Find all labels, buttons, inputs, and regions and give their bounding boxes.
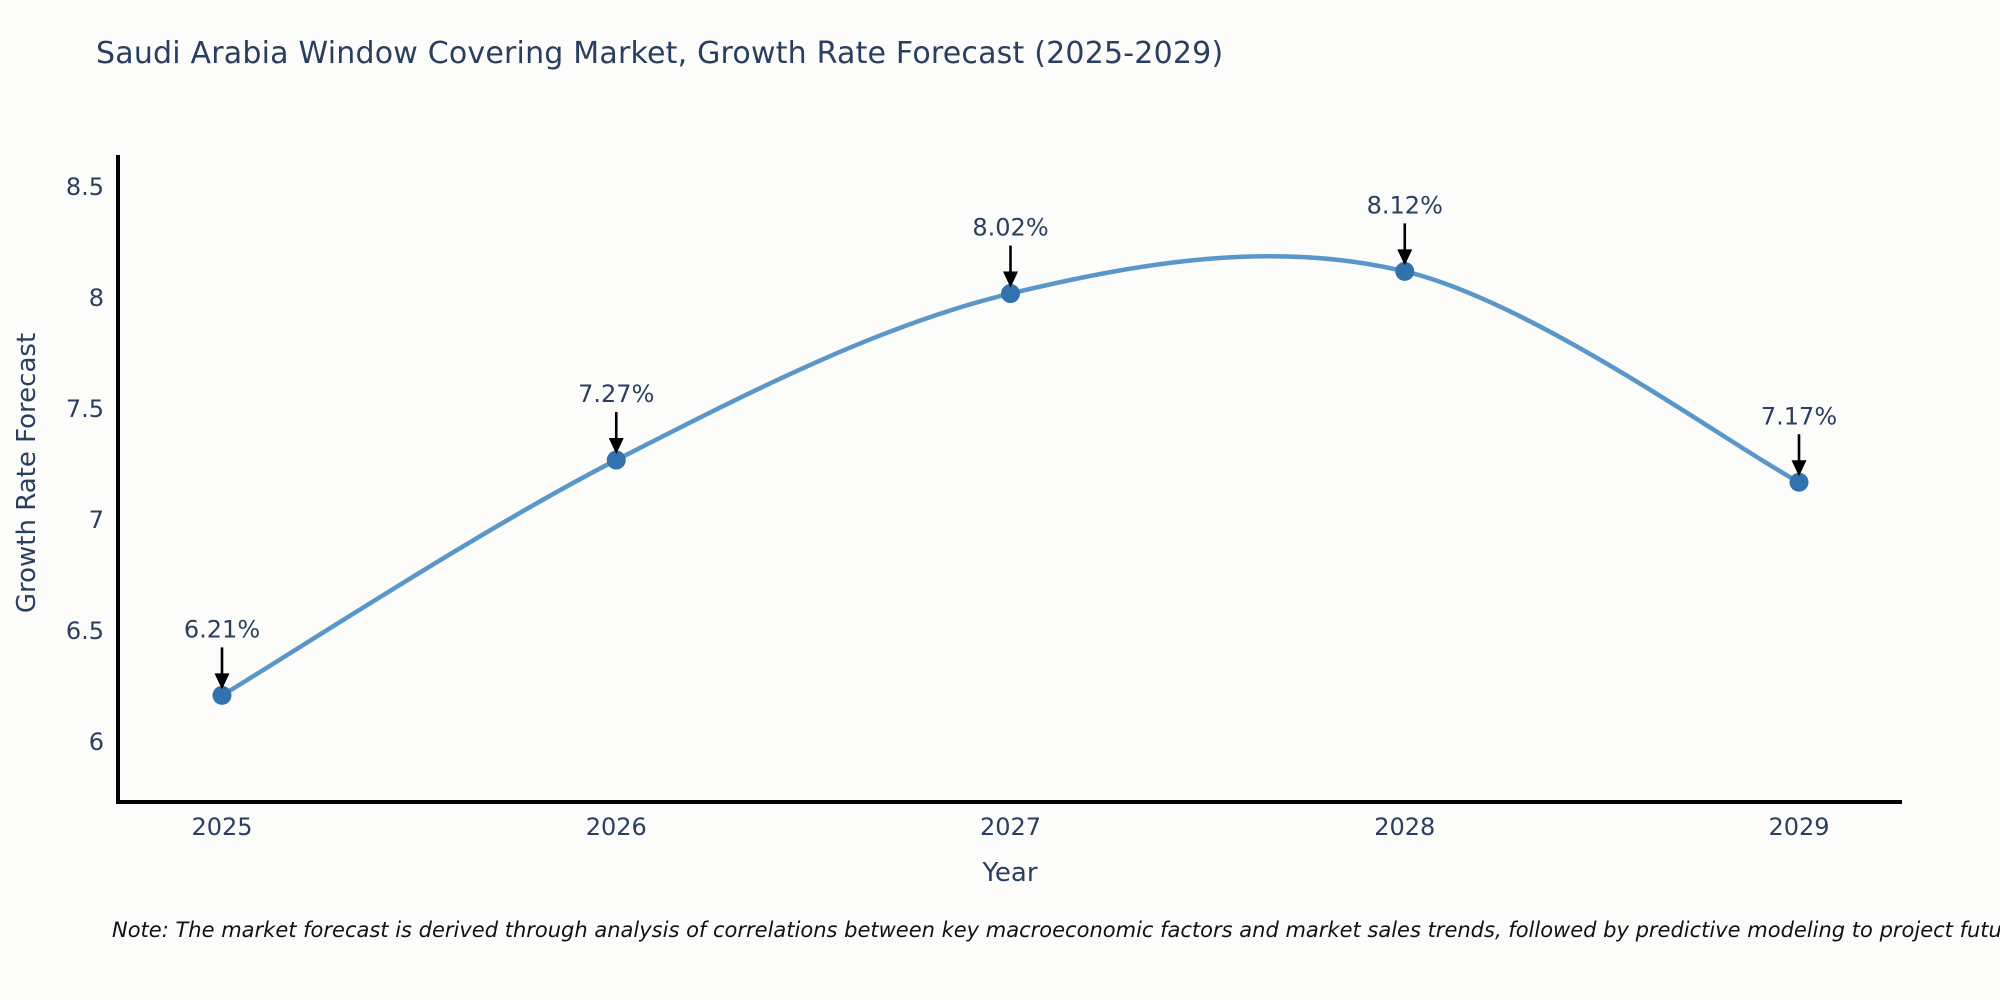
y-tick-label-6.5: 6.5 [66, 617, 104, 645]
annotation-arrowhead-2027 [1003, 271, 1018, 288]
data-point-2028 [1395, 261, 1415, 281]
data-label-2028: 8.12% [1367, 191, 1443, 219]
data-label-2025: 6.21% [184, 615, 260, 643]
data-label-2027: 8.02% [972, 214, 1048, 242]
y-tick-label-7: 7 [89, 506, 104, 534]
x-axis-title: Year [982, 858, 1038, 888]
x-tick-label-2026: 2026 [586, 813, 647, 841]
data-label-2026: 7.27% [578, 380, 654, 408]
annotation-arrowhead-2026 [608, 438, 624, 455]
data-point-2027 [1001, 284, 1020, 304]
footnote: Note: The market forecast is derived thr… [112, 918, 2000, 942]
annotation-arrowhead-2029 [1791, 460, 1807, 477]
x-tick-label-2025: 2025 [191, 813, 252, 841]
data-point-2026 [606, 450, 626, 470]
annotation-arrowhead-2025 [214, 673, 230, 690]
annotation-arrowhead-2028 [1397, 249, 1413, 266]
y-tick-label-8: 8 [89, 284, 104, 312]
x-tick-label-2028: 2028 [1374, 813, 1435, 841]
y-axis-title: Growth Rate Forecast [12, 332, 42, 614]
data-label-2029: 7.17% [1761, 402, 1837, 430]
chart-title: Saudi Arabia Window Covering Market, Gro… [96, 36, 1224, 71]
data-point-2029 [1789, 472, 1809, 492]
forecast-line [220, 253, 1801, 698]
y-tick-label-8.5: 8.5 [66, 173, 104, 201]
y-tick-label-7.5: 7.5 [66, 395, 104, 423]
x-tick-label-2029: 2029 [1768, 813, 1829, 841]
data-point-2025 [212, 685, 232, 705]
y-tick-label-6: 6 [89, 728, 104, 756]
x-tick-label-2027: 2027 [980, 813, 1041, 841]
